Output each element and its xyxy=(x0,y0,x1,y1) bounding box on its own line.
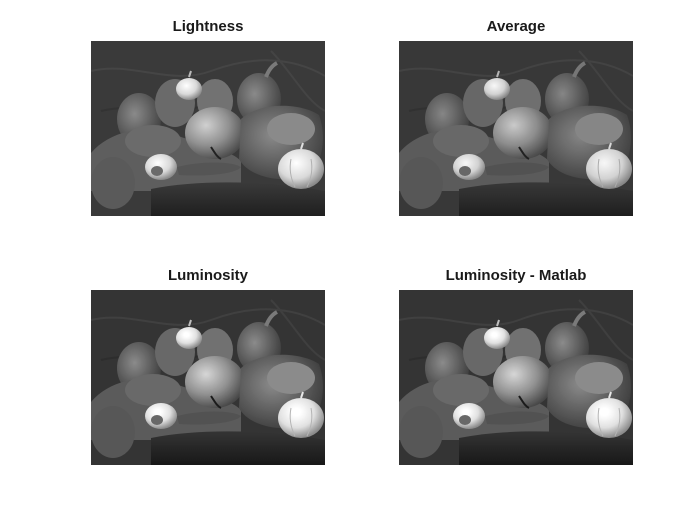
panel-lightness: Lightness xyxy=(91,18,325,216)
peppers-image-luminosity-matlab xyxy=(399,290,633,465)
peppers-image-average xyxy=(399,41,633,216)
peppers-image-luminosity xyxy=(91,290,325,465)
panel-title-lightness: Lightness xyxy=(172,18,244,35)
panel-title-luminosity: Luminosity xyxy=(167,267,248,284)
peppers-image-lightness xyxy=(91,41,325,216)
panel-luminosity-matlab: Luminosity - Matlab xyxy=(399,267,633,465)
panel-title-luminosity-matlab: Luminosity - Matlab xyxy=(445,267,587,284)
panel-luminosity: Luminosity xyxy=(91,267,325,465)
panel-average: Average xyxy=(399,18,633,216)
panel-title-average: Average xyxy=(486,18,546,35)
